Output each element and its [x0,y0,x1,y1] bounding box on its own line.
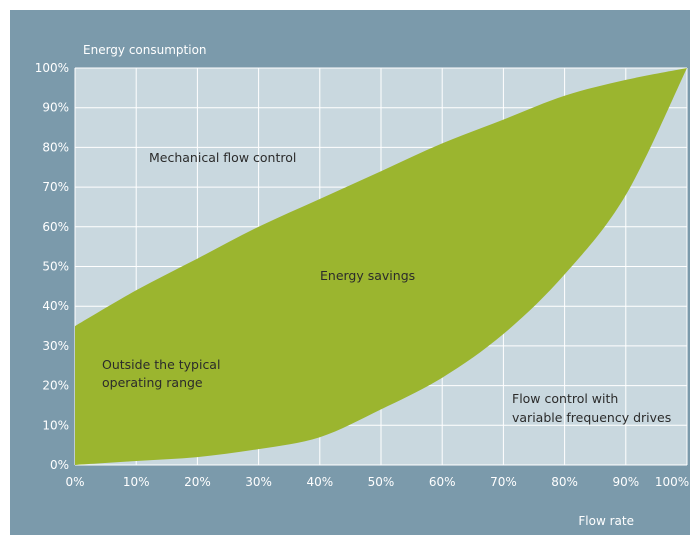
annotation-vfd-line2: variable frequency drives [512,410,671,425]
energy-chart: 0% 10% 20% 30% 40% 50% 60% 70% 80% 90% 100% 0% 10% 2… [35,43,689,528]
annotation-mechanical: Mechanical flow control [149,150,296,165]
chart-frame: 0% 10% 20% 30% 40% 50% 60% 70% 80% 90% 100% 0% 10% 2… [10,10,690,535]
y-tick-label: 80% [42,140,69,154]
x-axis-label: Flow rate [578,514,634,528]
y-tick-label: 30% [42,339,69,353]
energy-savings-area [75,68,687,465]
y-tick-labels: 0% 10% 20% 30% 40% 50% 60% 70% 80% 90% 100% [35,61,69,472]
x-tick-label: 50% [368,475,395,489]
y-tick-label: 40% [42,299,69,313]
y-tick-label: 50% [42,260,69,274]
x-tick-label: 40% [306,475,333,489]
y-axis-label: Energy consumption [83,43,207,57]
x-tick-label: 70% [490,475,517,489]
x-tick-label: 20% [184,475,211,489]
x-tick-label: 30% [245,475,272,489]
y-tick-label: 90% [42,101,69,115]
annotation-outside-line2: operating range [102,375,203,390]
x-tick-label: 60% [429,475,456,489]
x-tick-label: 0% [65,475,84,489]
annotation-savings: Energy savings [320,268,415,283]
x-tick-labels: 0% 10% 20% 30% 40% 50% 60% 70% 80% 90% 100% [65,475,689,489]
y-tick-label: 0% [50,458,69,472]
x-tick-label: 80% [551,475,578,489]
annotation-vfd-line1: Flow control with [512,391,618,406]
y-tick-label: 100% [35,61,69,75]
x-tick-label: 10% [123,475,150,489]
y-tick-label: 20% [42,379,69,393]
y-tick-label: 60% [42,220,69,234]
x-tick-label: 100% [655,475,689,489]
annotation-outside-line1: Outside the typical [102,357,220,372]
y-tick-label: 10% [42,418,69,432]
x-tick-label: 90% [612,475,639,489]
y-tick-label: 70% [42,180,69,194]
